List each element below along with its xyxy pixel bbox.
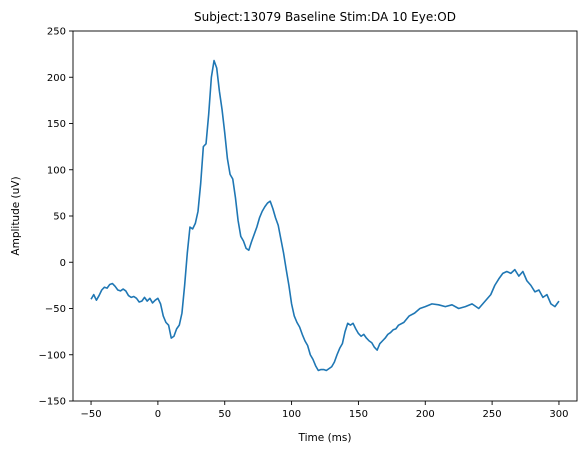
y-tick-label: 100	[47, 165, 66, 176]
y-tick-label: 250	[47, 27, 66, 38]
series-line-0	[90, 59, 560, 372]
x-tick-label: 0	[155, 409, 161, 420]
y-tick-label: 150	[47, 119, 66, 130]
y-tick-label: −150	[39, 397, 66, 408]
y-tick-label: −100	[39, 350, 66, 361]
y-tick-label: −50	[45, 304, 66, 315]
y-tick-label: 0	[60, 258, 66, 269]
x-tick-label: 150	[349, 409, 368, 420]
y-tick-label: 200	[47, 73, 66, 84]
x-axis-label: Time (ms)	[298, 432, 352, 444]
y-axis-label: Amplitude (uV)	[10, 176, 22, 255]
y-tick-label: 50	[53, 212, 66, 223]
axes-frame	[72, 30, 578, 402]
x-tick-label: 200	[416, 409, 435, 420]
x-tick-label: 50	[218, 409, 231, 420]
x-tick-label: −50	[80, 409, 101, 420]
x-tick-label: 100	[282, 409, 301, 420]
plot-area: −50 0 50 100 150 200 250 300 −150 −100 −50 0 50 100 15…	[39, 27, 578, 420]
x-tick-label: 250	[483, 409, 502, 420]
x-tick-label: 300	[549, 409, 568, 420]
chart-title: Subject:13079 Baseline Stim:DA 10 Eye:OD	[194, 10, 456, 24]
